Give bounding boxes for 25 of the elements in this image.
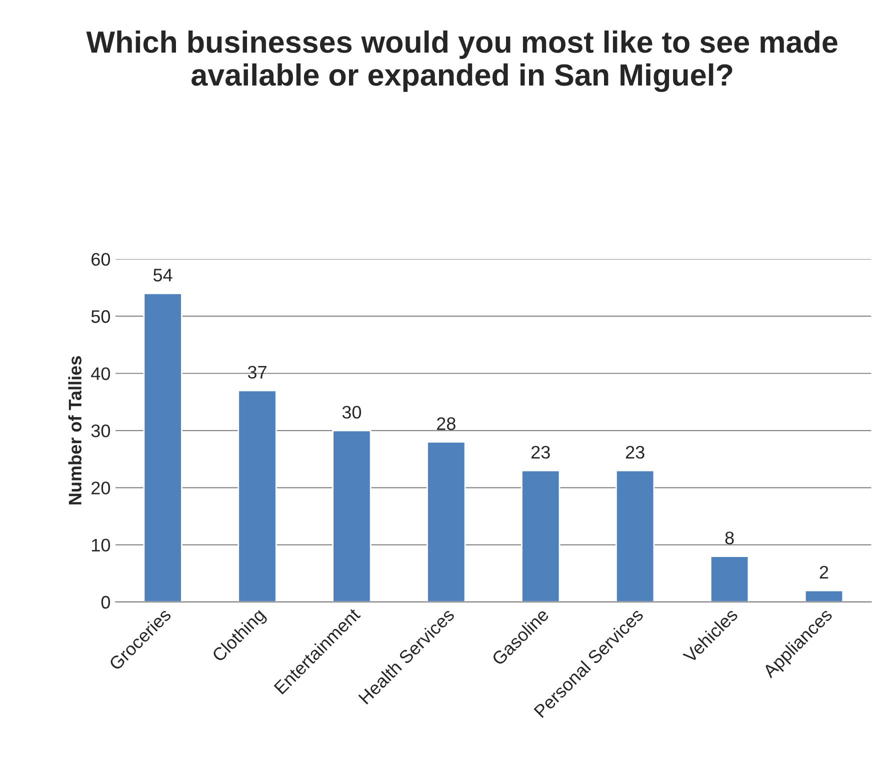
data-label: 8 [725,532,734,544]
data-label: 23 [626,446,644,459]
y-tick-label: 50 [91,310,110,323]
data-label: 37 [248,366,266,379]
data-label: 28 [437,417,456,430]
bar [238,390,277,602]
bar [521,470,560,602]
data-label: 23 [531,446,550,459]
bar [426,441,466,602]
y-tick-label: 60 [92,253,110,266]
y-axis-title: Number of Tallies [68,356,82,504]
bar [710,556,750,602]
data-label: 2 [820,566,828,578]
chart-title: Which businesses would you most like to see made available or expanded in San Miguel? [86,30,838,92]
y-tick-label: 30 [91,424,110,438]
y-tick-label: 20 [92,482,110,494]
bar [143,292,182,602]
y-tick-label: 0 [101,596,110,609]
data-label: 30 [342,406,362,419]
bar [804,590,844,602]
bar [332,430,372,602]
data-label: 54 [153,268,172,282]
y-tick-label: 40 [91,367,110,380]
bar [615,470,655,602]
y-tick-label: 10 [92,538,110,552]
